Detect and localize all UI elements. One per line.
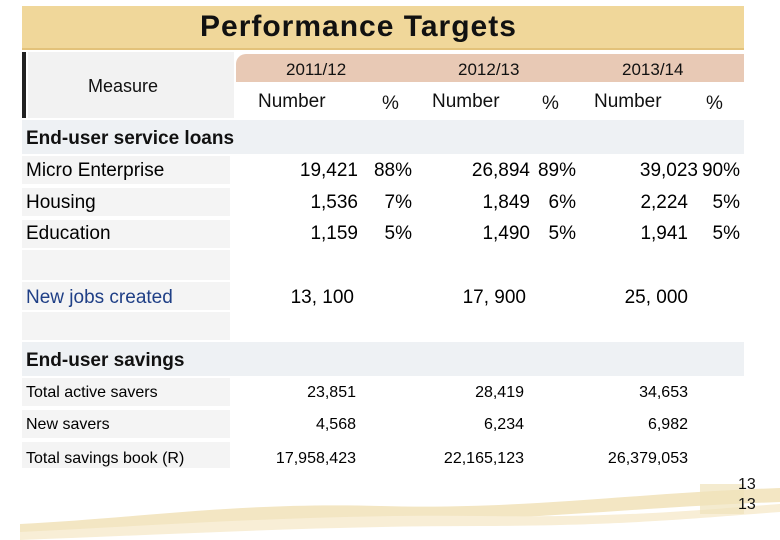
cell-number: 1,941 bbox=[640, 223, 688, 244]
page-number-repeat: 13 bbox=[738, 496, 756, 513]
title-bar bbox=[22, 6, 744, 50]
jobs-2011: 13, 100 bbox=[290, 287, 354, 308]
label-cell bbox=[22, 188, 230, 216]
cell-pct: 6% bbox=[548, 192, 576, 213]
label-cell bbox=[22, 410, 230, 438]
row-label-total-active-savers: Total active savers bbox=[26, 384, 158, 401]
cell-number: 23,851 bbox=[307, 384, 356, 401]
savings-section-band bbox=[22, 342, 744, 376]
year-2013-header: 2013/14 bbox=[622, 60, 684, 79]
label-cell bbox=[22, 156, 230, 184]
row-label-housing: Housing bbox=[26, 192, 96, 213]
year-header-band bbox=[236, 54, 744, 82]
jobs-2013: 25, 000 bbox=[624, 287, 688, 308]
cell-number: 2,224 bbox=[640, 192, 688, 213]
row-label-total-savings-book: Total savings book (R) bbox=[26, 450, 185, 467]
cell-number: 26,379,053 bbox=[607, 450, 688, 467]
measure-header: Measure bbox=[88, 76, 159, 96]
cell-number: 34,653 bbox=[639, 384, 688, 401]
year-2012-header: 2012/13 bbox=[458, 60, 520, 79]
cell-pct: 90% bbox=[701, 160, 740, 181]
year-2011-header: 2011/12 bbox=[286, 60, 347, 79]
cell-number: 1,490 bbox=[482, 223, 530, 244]
row-label-education: Education bbox=[26, 223, 111, 244]
cell-pct: 5% bbox=[384, 223, 412, 244]
cell-pct: 89% bbox=[537, 160, 576, 181]
cell-number: 4,568 bbox=[315, 416, 356, 433]
label-cell bbox=[22, 312, 230, 340]
cell-number: 28,419 bbox=[475, 384, 524, 401]
label-cell bbox=[22, 250, 230, 280]
row-label-new-savers: New savers bbox=[26, 416, 110, 433]
number-header-3: Number bbox=[594, 91, 662, 112]
corner-decor bbox=[700, 484, 744, 514]
loans-section-band bbox=[22, 120, 744, 154]
savings-section-title: End-user savings bbox=[26, 350, 185, 371]
pct-header-3: % bbox=[706, 93, 723, 114]
row-label-new-jobs: New jobs created bbox=[26, 287, 173, 308]
cell-pct: 88% bbox=[373, 160, 412, 181]
cell-number: 19,421 bbox=[299, 160, 358, 181]
subheader-row bbox=[236, 84, 744, 118]
cell-number: 17,958,423 bbox=[275, 450, 356, 467]
label-cell bbox=[22, 282, 230, 310]
left-rule bbox=[22, 52, 26, 118]
page-number: 13 bbox=[738, 476, 756, 493]
cell-pct: 5% bbox=[712, 192, 740, 213]
cell-number: 1,849 bbox=[482, 192, 530, 213]
cell-pct: 5% bbox=[548, 223, 576, 244]
jobs-2012: 17, 900 bbox=[462, 287, 526, 308]
label-cell bbox=[22, 378, 230, 406]
page-title: Performance Targets bbox=[200, 10, 517, 43]
cell-number: 1,536 bbox=[310, 192, 358, 213]
measure-header-cell bbox=[28, 52, 234, 118]
cell-number: 39,023 bbox=[639, 160, 698, 181]
row-label-micro-enterprise: Micro Enterprise bbox=[26, 160, 165, 181]
cell-number: 6,982 bbox=[647, 416, 688, 433]
pct-header-2: % bbox=[542, 93, 559, 114]
cell-number: 22,165,123 bbox=[443, 450, 524, 467]
number-header-1: Number bbox=[258, 91, 326, 112]
pct-header-1: % bbox=[382, 93, 399, 114]
cell-number: 26,894 bbox=[471, 160, 530, 181]
cell-pct: 7% bbox=[384, 192, 412, 213]
cell-number: 6,234 bbox=[483, 416, 524, 433]
decorative-wave-strip bbox=[20, 488, 780, 540]
label-cell bbox=[22, 442, 230, 468]
cell-pct: 5% bbox=[712, 223, 740, 244]
number-header-2: Number bbox=[432, 91, 500, 112]
cell-number: 1,159 bbox=[310, 223, 358, 244]
loans-section-title: End-user service loans bbox=[26, 128, 235, 149]
label-cell bbox=[22, 220, 230, 248]
